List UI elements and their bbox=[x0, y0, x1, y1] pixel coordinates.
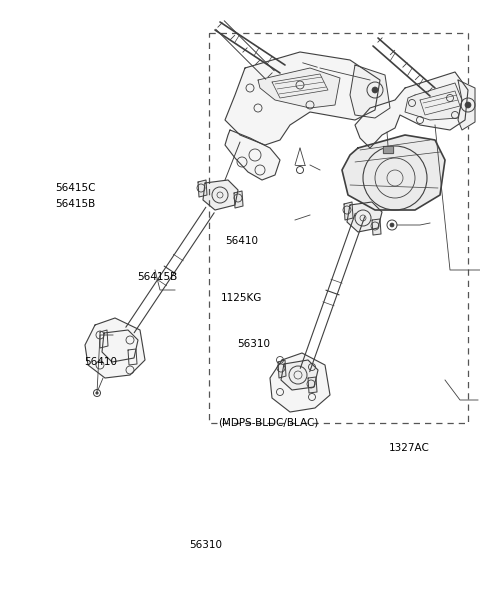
Text: (MDPS-BLDC/BLAC): (MDPS-BLDC/BLAC) bbox=[218, 417, 319, 427]
Polygon shape bbox=[278, 360, 286, 378]
Polygon shape bbox=[270, 353, 330, 412]
Text: 56415C: 56415C bbox=[55, 183, 96, 192]
Polygon shape bbox=[225, 52, 380, 145]
Polygon shape bbox=[344, 202, 353, 220]
Text: 1125KG: 1125KG bbox=[221, 294, 262, 303]
Polygon shape bbox=[128, 349, 137, 365]
Polygon shape bbox=[355, 72, 468, 148]
Polygon shape bbox=[203, 180, 238, 210]
Polygon shape bbox=[372, 219, 381, 235]
Text: 56310: 56310 bbox=[238, 339, 271, 349]
Circle shape bbox=[390, 223, 394, 227]
Text: 56410: 56410 bbox=[226, 236, 259, 245]
Polygon shape bbox=[198, 180, 207, 197]
Circle shape bbox=[465, 102, 471, 108]
Circle shape bbox=[96, 392, 98, 394]
Polygon shape bbox=[102, 330, 138, 362]
Polygon shape bbox=[281, 360, 318, 390]
Text: 56415B: 56415B bbox=[137, 272, 177, 282]
Polygon shape bbox=[347, 202, 382, 232]
Polygon shape bbox=[342, 135, 445, 210]
Text: 1327AC: 1327AC bbox=[389, 443, 430, 452]
Polygon shape bbox=[383, 146, 393, 153]
Text: 56410: 56410 bbox=[84, 357, 117, 367]
Polygon shape bbox=[100, 330, 108, 348]
Polygon shape bbox=[350, 65, 390, 118]
Polygon shape bbox=[308, 377, 317, 393]
Text: 56415B: 56415B bbox=[55, 199, 96, 209]
Polygon shape bbox=[234, 191, 243, 208]
Polygon shape bbox=[258, 68, 340, 108]
Bar bbox=[209, 33, 468, 423]
Polygon shape bbox=[225, 130, 280, 180]
Polygon shape bbox=[405, 83, 462, 120]
Polygon shape bbox=[458, 80, 475, 130]
Circle shape bbox=[372, 87, 378, 93]
Polygon shape bbox=[85, 318, 145, 378]
Text: 56310: 56310 bbox=[190, 540, 223, 550]
